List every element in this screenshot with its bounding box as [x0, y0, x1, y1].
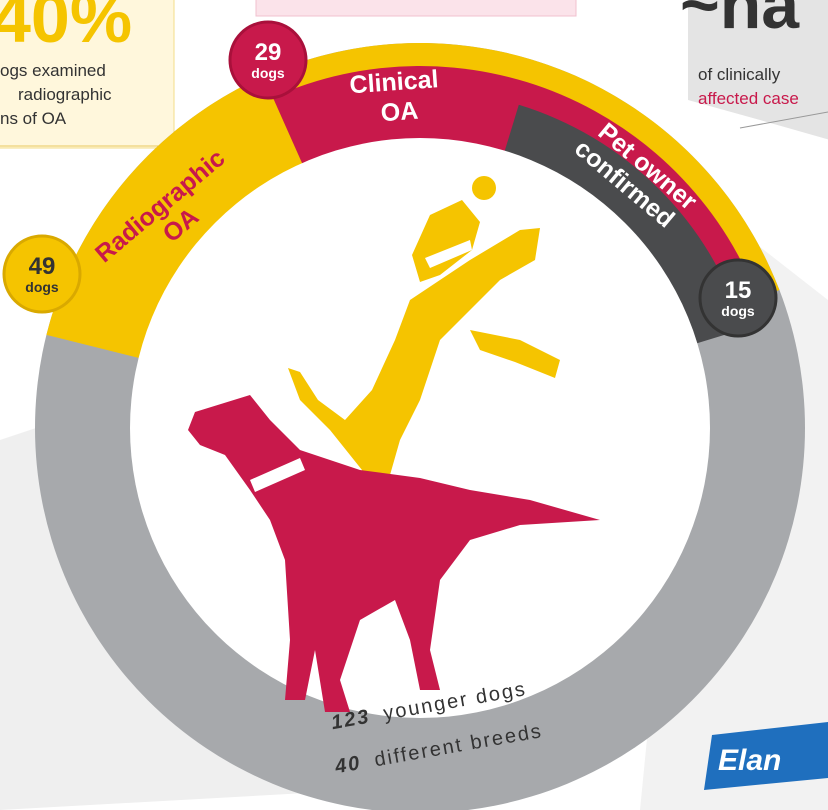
badge-unit: dogs [251, 65, 285, 81]
badge-count: 29 [255, 39, 282, 66]
badge-count: 49 [29, 253, 56, 280]
stat-text: affected case [698, 89, 799, 108]
page: 40% ogs examined radiographic ns of OA ~… [0, 0, 828, 810]
stat-text: radiographic [18, 85, 112, 104]
infographic: 40% ogs examined radiographic ns of OA ~… [0, 0, 828, 810]
logo: Elan [718, 744, 781, 777]
stat-text: ns of OA [0, 109, 67, 128]
stat-text: of clinically [698, 65, 781, 84]
footer-number: 40 [332, 752, 363, 778]
badge-unit: dogs [25, 279, 59, 295]
stat-box-center [256, 0, 576, 16]
stat-text: ogs examined [0, 61, 106, 80]
stat-value: ~ha [680, 0, 800, 43]
stat-value: 40% [0, 0, 132, 57]
badge-unit: dogs [721, 303, 755, 319]
ball [472, 176, 496, 200]
segment-label-line: OA [380, 97, 419, 128]
badge-count: 15 [725, 277, 752, 304]
